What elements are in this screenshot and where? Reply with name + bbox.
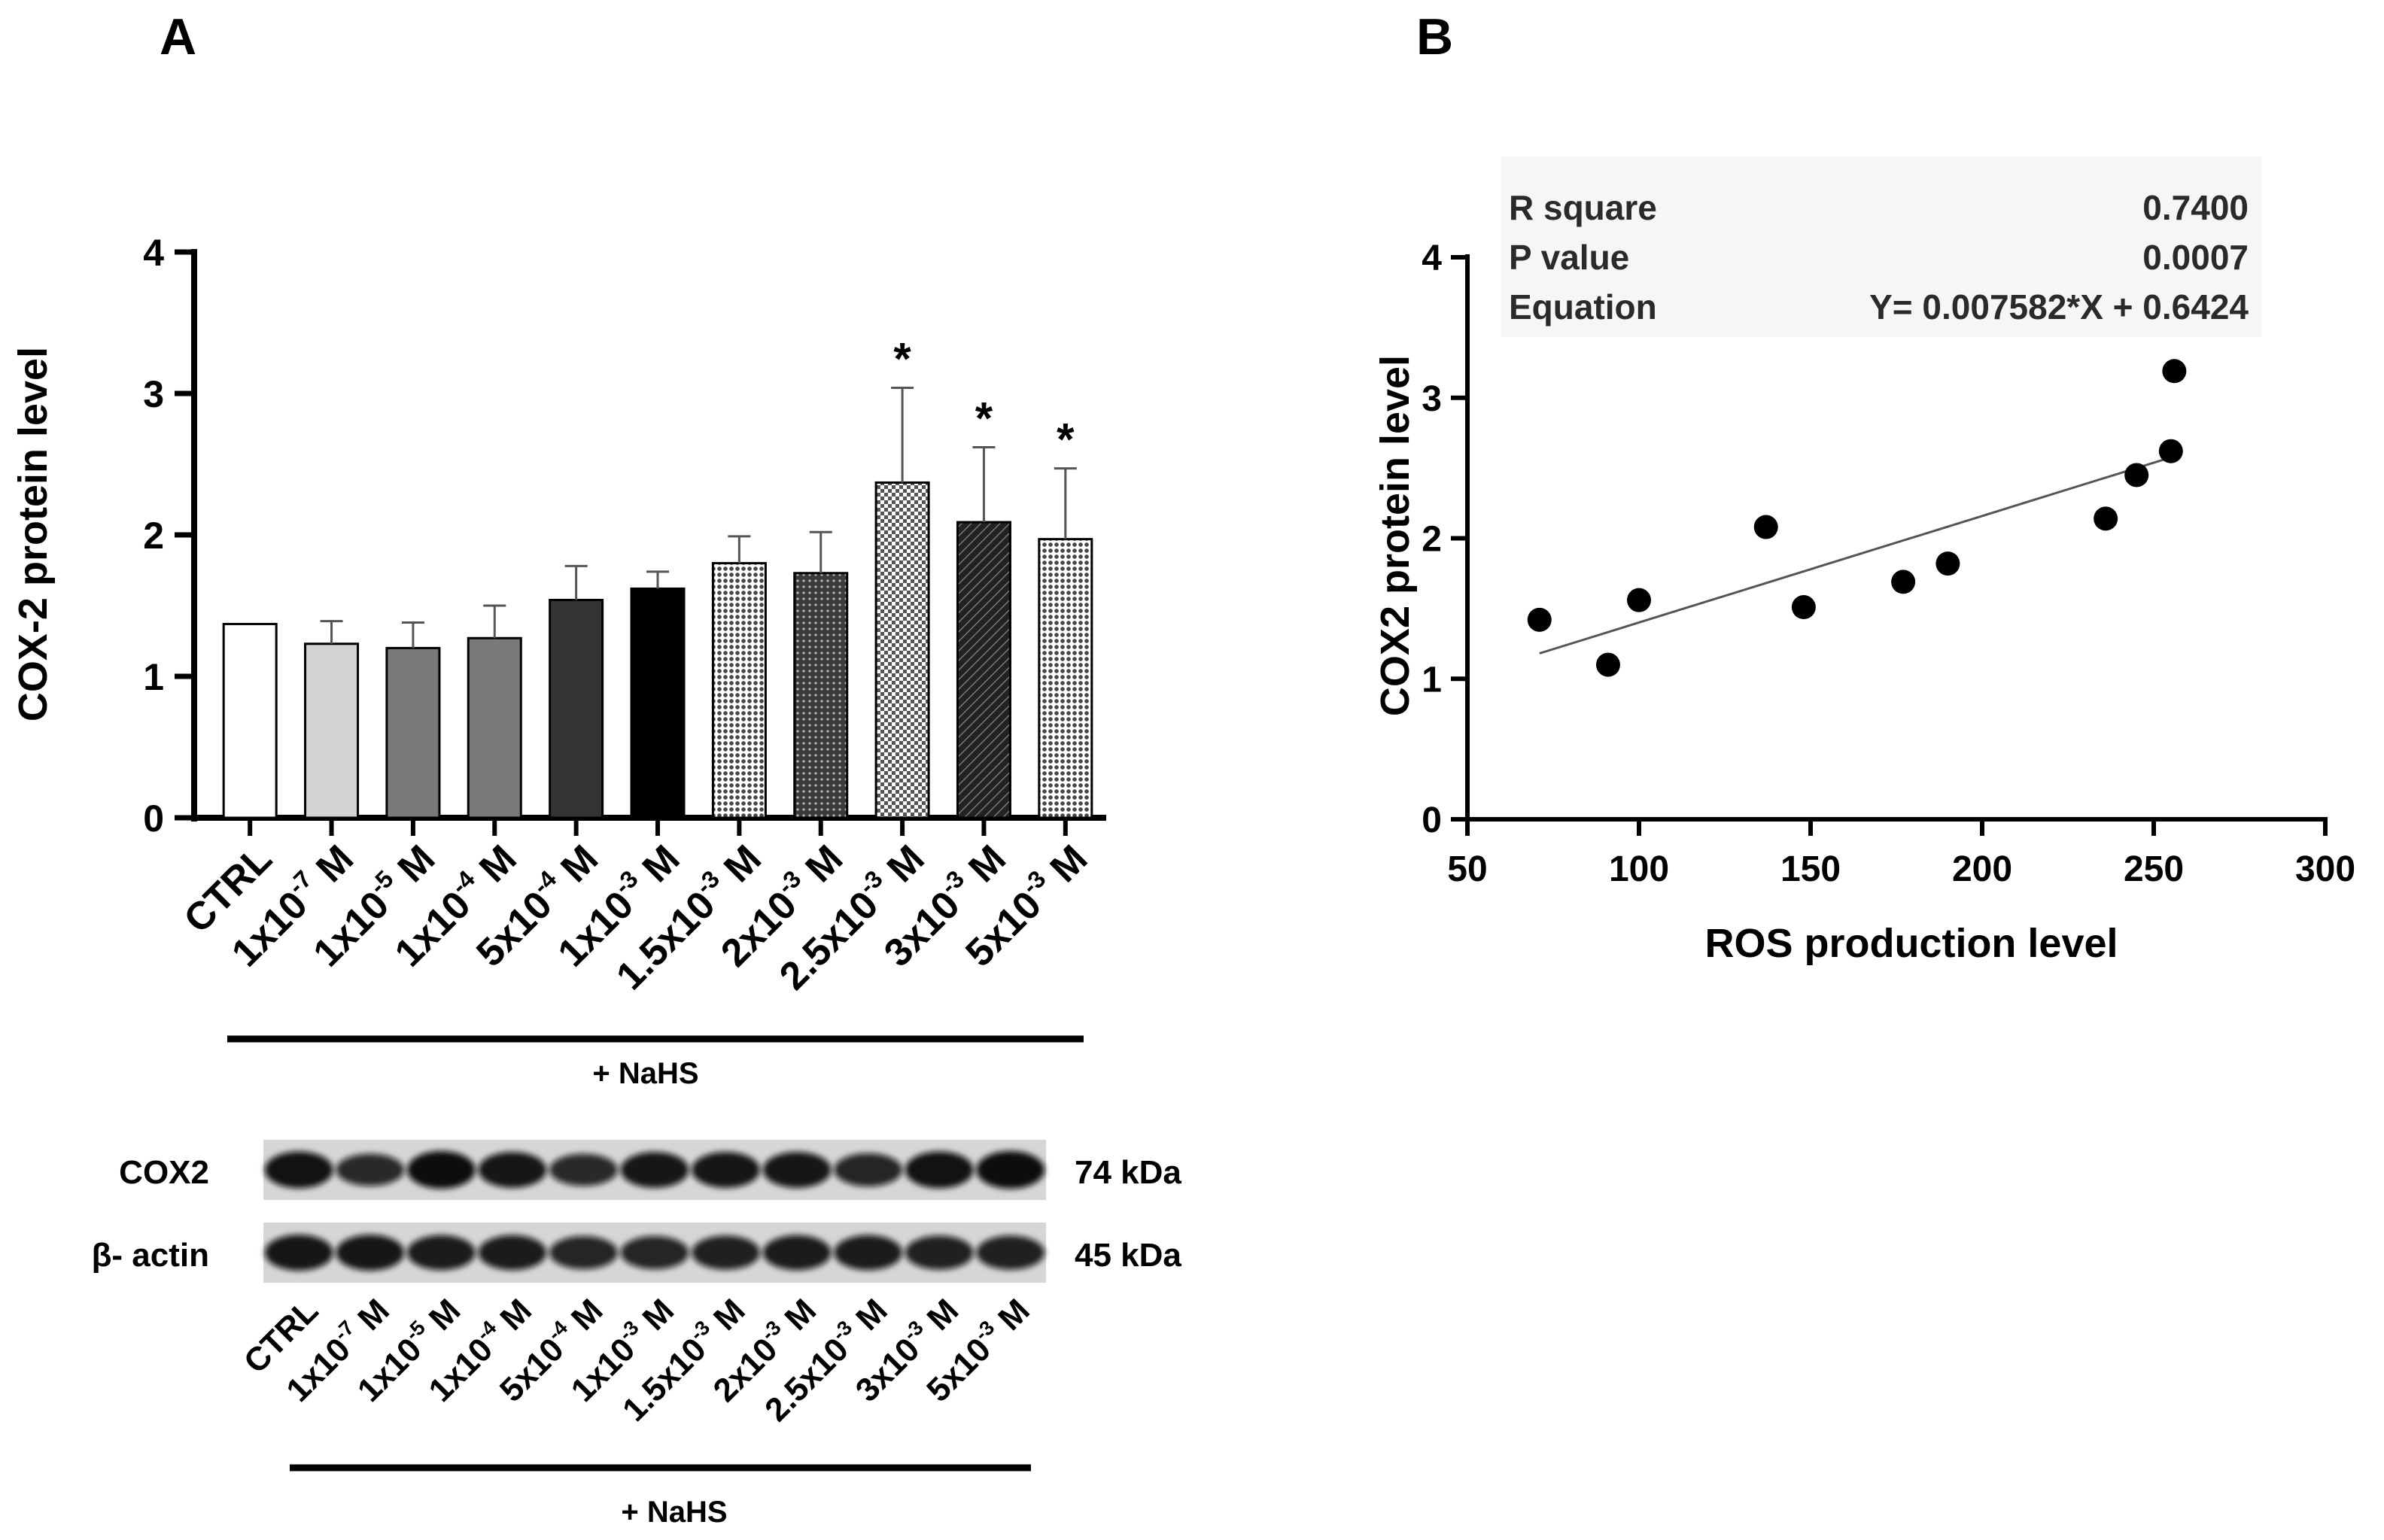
- bar: [222, 622, 278, 819]
- bar: [956, 521, 1011, 819]
- nahs-bracket-top: + NaHS: [227, 1035, 1084, 1090]
- bar: [467, 636, 522, 819]
- blot-band: [264, 1235, 333, 1271]
- scatter-y-tick-label: 2: [1422, 520, 1442, 560]
- blot-band: [478, 1235, 547, 1271]
- bar: [874, 481, 930, 819]
- blot-band: [620, 1236, 689, 1269]
- bar-y-tick-label: 4: [143, 232, 164, 274]
- blot-kda-label: 45 kDa: [1075, 1237, 1181, 1274]
- scatter-point: [1935, 551, 1960, 576]
- bar: [630, 587, 686, 819]
- scatter-x-tick-label: 100: [1609, 849, 1669, 889]
- bar-chart-bars: * * *: [222, 333, 1093, 819]
- significance-marker: *: [893, 333, 911, 384]
- blot-band: [976, 1151, 1045, 1189]
- bar-y-tick-label: 3: [143, 373, 164, 415]
- blot-band: [406, 1151, 476, 1189]
- blot-band: [834, 1153, 903, 1186]
- scatter-point: [2158, 439, 2183, 463]
- bar: [385, 646, 441, 819]
- scatter-point: [1527, 607, 1552, 632]
- blot-band: [976, 1235, 1045, 1270]
- blot-band: [549, 1153, 618, 1186]
- bar: [1038, 538, 1093, 819]
- significance-marker: *: [1057, 415, 1075, 465]
- blot-band: [692, 1152, 760, 1188]
- regression-fit-line: [1539, 455, 2175, 655]
- scatter-chart: COX2 protein level ROS production level …: [1373, 238, 2355, 966]
- blot-band: [406, 1235, 476, 1271]
- significance-marker: *: [975, 393, 993, 443]
- scatter-x-tick-label: 300: [2295, 849, 2355, 889]
- bar-chart-y-axis: 0 1 2 3 4: [143, 232, 197, 840]
- blot-band: [336, 1153, 405, 1186]
- blot-kda-label: 74 kDa: [1075, 1154, 1181, 1191]
- scatter-point: [2094, 506, 2118, 531]
- scatter-point: [1627, 588, 1651, 612]
- regression-stats: R square 0.7400 P value 0.0007 Equation …: [1501, 156, 2261, 337]
- scatter-point: [1753, 515, 1778, 539]
- panel-a-letter: A: [160, 8, 196, 65]
- scatter-y-tick-label: 1: [1422, 660, 1442, 700]
- blot-band: [549, 1236, 618, 1269]
- bar: [711, 562, 767, 819]
- blot-band: [478, 1152, 547, 1188]
- scatter-y-tick-label: 3: [1422, 379, 1442, 419]
- bar-chart-y-axis-label: COX-2 protein level: [11, 347, 56, 721]
- scatter-y-tick-label: 0: [1422, 800, 1442, 840]
- scatter-x-tick-label: 150: [1780, 849, 1841, 889]
- scatter-point: [2124, 463, 2149, 488]
- blot-band: [762, 1152, 832, 1188]
- blot-band: [905, 1235, 974, 1270]
- blot-band: [762, 1235, 832, 1271]
- nahs-bracket-top-label: + NaHS: [592, 1057, 698, 1090]
- bar: [549, 598, 604, 819]
- stat-r-square-label: R square: [1509, 188, 1657, 227]
- blot-band: [834, 1235, 903, 1271]
- scatter-y-axis: 0 1 2 3 4: [1422, 238, 1470, 840]
- scatter-x-axis-label: ROS production level: [1704, 921, 2118, 966]
- scatter-point: [1595, 652, 1620, 677]
- blot-band: [905, 1151, 974, 1189]
- blot-row-label: β- actin: [92, 1237, 209, 1274]
- scatter-points: [1527, 359, 2187, 677]
- scatter-y-tick-label: 4: [1422, 238, 1442, 278]
- panel-b-letter: B: [1416, 8, 1453, 65]
- stat-p-value-label: P value: [1509, 238, 1629, 277]
- scatter-x-tick-label: 250: [2124, 849, 2184, 889]
- stat-p-value-value: 0.0007: [2142, 238, 2249, 277]
- bar: [793, 572, 849, 819]
- scatter-point: [1791, 595, 1816, 620]
- stat-equation-label: Equation: [1509, 287, 1657, 327]
- blot-band: [336, 1235, 405, 1271]
- blot-row-label: COX2: [119, 1154, 209, 1191]
- stat-equation-value: Y= 0.007582*X + 0.6424: [1869, 287, 2249, 327]
- bar-y-tick-label: 0: [143, 797, 164, 840]
- blot-band: [692, 1235, 760, 1270]
- scatter-y-axis-label: COX2 protein level: [1373, 355, 1418, 716]
- blot-band: [264, 1151, 333, 1189]
- nahs-bracket-bottom: + NaHS: [290, 1464, 1031, 1529]
- scatter-x-tick-label: 200: [1952, 849, 2012, 889]
- blot-band: [620, 1152, 689, 1188]
- scatter-x-axis: 50 100 150 200 250 300: [1447, 817, 2355, 889]
- regression-line: [1539, 455, 2175, 655]
- bar: [304, 642, 360, 819]
- scatter-x-tick-label: 50: [1447, 849, 1487, 889]
- scatter-point: [1891, 570, 1916, 594]
- scatter-point: [2162, 359, 2187, 384]
- bar-y-tick-label: 2: [143, 515, 164, 557]
- nahs-bracket-bottom-label: + NaHS: [621, 1496, 727, 1529]
- stat-r-square-value: 0.7400: [2142, 188, 2249, 227]
- bar-y-tick-label: 1: [143, 656, 164, 698]
